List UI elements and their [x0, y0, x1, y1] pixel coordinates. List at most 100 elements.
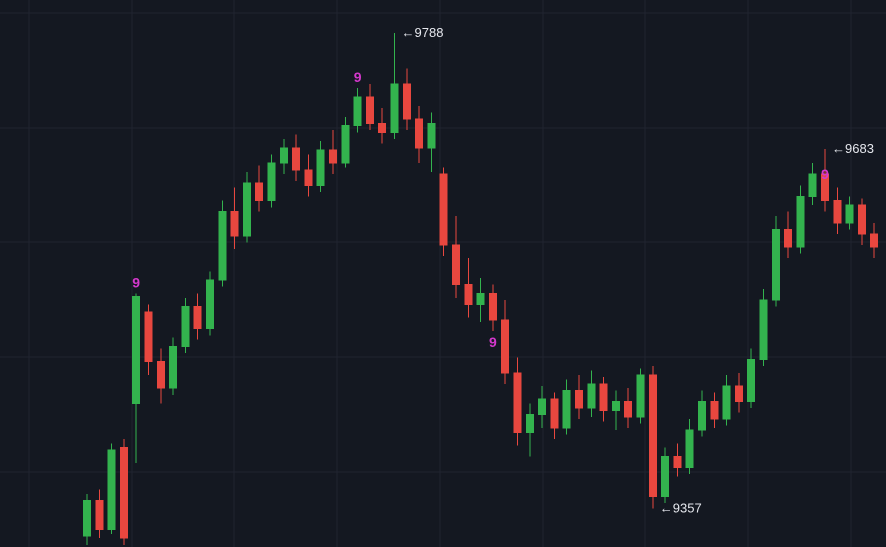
candle[interactable]: [673, 443, 682, 477]
candle[interactable]: [83, 494, 91, 545]
candle[interactable]: [132, 293, 141, 464]
candle-body: [771, 228, 780, 301]
candle[interactable]: [181, 297, 190, 353]
candle[interactable]: [857, 198, 866, 245]
candle[interactable]: [144, 304, 153, 375]
candle[interactable]: [119, 438, 128, 545]
candle[interactable]: [304, 154, 313, 197]
candle[interactable]: [255, 165, 264, 212]
candle-body: [341, 125, 350, 164]
candle-body: [648, 374, 657, 497]
candle-body: [119, 447, 128, 539]
candle[interactable]: [710, 392, 719, 428]
candle[interactable]: [784, 211, 793, 259]
candle[interactable]: [427, 112, 436, 173]
candle[interactable]: [452, 216, 460, 298]
candle[interactable]: [734, 372, 743, 413]
candle[interactable]: [599, 377, 608, 422]
candle[interactable]: [611, 390, 620, 431]
candle-body: [476, 292, 485, 305]
candle[interactable]: [575, 374, 583, 420]
candle-body: [488, 292, 497, 321]
candle[interactable]: [624, 388, 633, 428]
candle[interactable]: [796, 185, 805, 254]
candle[interactable]: [771, 216, 780, 307]
td9-label[interactable]: 9: [354, 69, 362, 85]
candle[interactable]: [661, 447, 670, 503]
candle-body: [378, 123, 387, 133]
candle[interactable]: [845, 196, 854, 230]
candle[interactable]: [378, 108, 387, 144]
candle[interactable]: [476, 277, 485, 323]
candle[interactable]: [439, 167, 448, 256]
candle-body: [587, 383, 596, 409]
candle[interactable]: [501, 299, 510, 384]
candle[interactable]: [107, 443, 116, 534]
candle-body: [685, 429, 694, 469]
candle-series: [83, 33, 879, 545]
candle[interactable]: [218, 200, 227, 287]
candle[interactable]: [759, 288, 768, 367]
candle-body: [513, 372, 522, 433]
candle-body: [796, 195, 805, 248]
candle[interactable]: [464, 258, 473, 318]
candle-body: [415, 118, 424, 149]
candle-body: [599, 383, 608, 411]
candle[interactable]: [722, 374, 731, 426]
candle-body: [870, 233, 879, 248]
candle[interactable]: [156, 348, 165, 404]
candle[interactable]: [808, 163, 817, 206]
candle[interactable]: [747, 348, 756, 409]
candle[interactable]: [636, 368, 645, 424]
candle[interactable]: [685, 419, 694, 475]
candle[interactable]: [525, 403, 534, 457]
candle-body: [402, 83, 411, 120]
candle[interactable]: [242, 172, 251, 243]
candle[interactable]: [587, 370, 596, 417]
candle-body: [710, 400, 719, 420]
candle-body: [242, 182, 251, 237]
candle[interactable]: [206, 271, 214, 336]
candle-body: [452, 244, 460, 286]
candle-body: [673, 456, 682, 469]
candle[interactable]: [329, 130, 337, 175]
candle[interactable]: [267, 154, 276, 208]
candle[interactable]: [353, 88, 362, 133]
candle[interactable]: [365, 83, 374, 131]
candle[interactable]: [513, 357, 522, 446]
candle[interactable]: [279, 138, 288, 175]
candle[interactable]: [193, 293, 202, 340]
candle-body: [255, 182, 264, 202]
candle[interactable]: [230, 187, 239, 250]
candle[interactable]: [648, 366, 657, 509]
candle-body: [156, 361, 165, 389]
td9-label[interactable]: 9: [821, 166, 829, 182]
candle[interactable]: [870, 222, 879, 259]
candle[interactable]: [415, 105, 424, 164]
candle[interactable]: [402, 68, 411, 131]
candle[interactable]: [698, 390, 706, 437]
candle[interactable]: [169, 337, 178, 395]
candle[interactable]: [550, 392, 559, 439]
candle-body: [661, 456, 670, 497]
candle-body: [365, 96, 374, 125]
candle[interactable]: [316, 141, 325, 192]
candle[interactable]: [821, 148, 829, 212]
candle[interactable]: [390, 33, 399, 139]
candle-body: [538, 398, 547, 416]
candle[interactable]: [95, 489, 104, 539]
candle[interactable]: [538, 385, 547, 428]
candle[interactable]: [562, 379, 571, 435]
candle[interactable]: [833, 187, 842, 234]
td9-label[interactable]: 9: [132, 274, 140, 290]
candle-body: [218, 211, 227, 281]
candle[interactable]: [292, 134, 301, 181]
candle[interactable]: [341, 116, 350, 168]
candle-body: [833, 200, 842, 224]
candle-body: [525, 414, 534, 433]
td9-label[interactable]: 9: [489, 334, 497, 350]
candle[interactable]: [488, 284, 497, 331]
